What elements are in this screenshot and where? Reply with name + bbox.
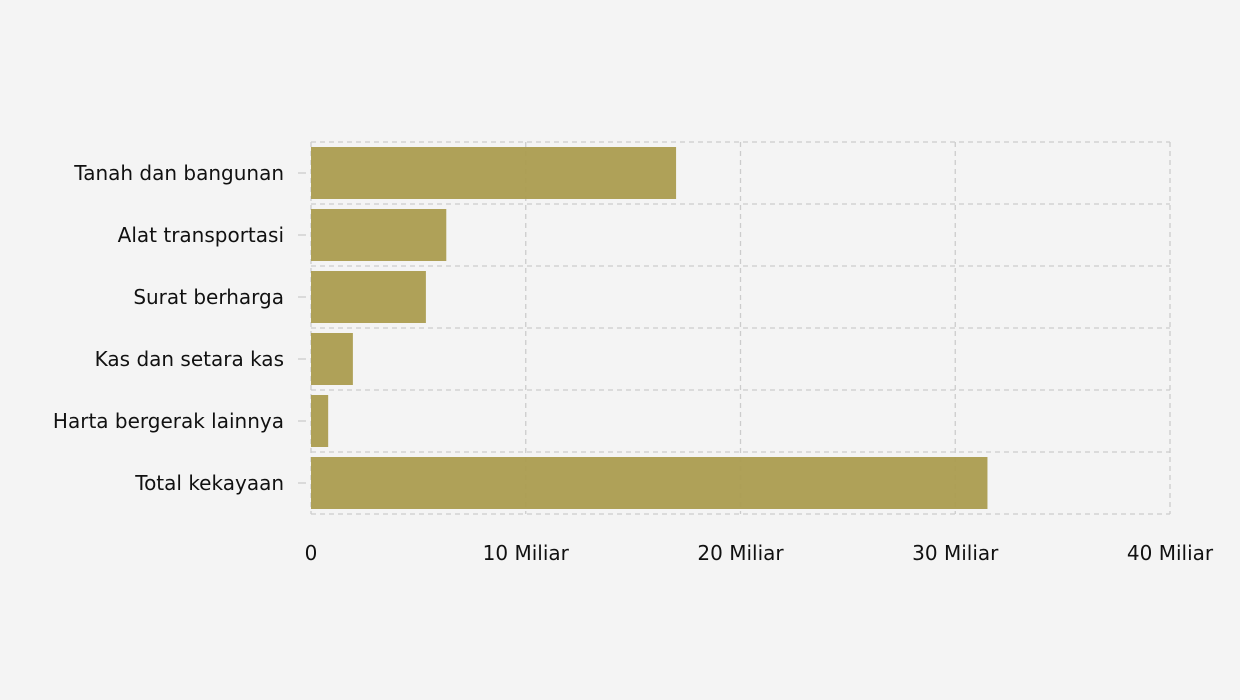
x-tick-label: 0 [305, 541, 318, 565]
x-tick-label: 40 Miliar [1127, 541, 1214, 565]
y-tick-label: Kas dan setara kas [95, 347, 284, 371]
y-axis-ticks: Tanah dan bangunan Alat transportasi Surat… [53, 161, 306, 495]
x-tick-label: 10 Miliar [483, 541, 570, 565]
x-axis-ticks: 0 10 Miliar 20 Miliar 30 Miliar 40 Miliar [305, 541, 1214, 565]
y-tick-label: Tanah dan bangunan [73, 161, 284, 185]
y-tick-label: Alat transportasi [118, 223, 284, 247]
y-tick-label: Surat berharga [133, 285, 284, 309]
y-tick-label: Harta bergerak lainnya [53, 409, 284, 433]
bar [311, 395, 329, 447]
grid [310, 141, 1171, 515]
bar [311, 457, 988, 509]
x-tick-label: 20 Miliar [697, 541, 784, 565]
x-tick-label: 30 Miliar [912, 541, 999, 565]
bar [311, 147, 677, 199]
bar [311, 333, 353, 385]
bar [311, 209, 447, 261]
bar [311, 271, 426, 323]
bars [311, 147, 988, 509]
y-tick-label: Total kekayaan [134, 471, 284, 495]
